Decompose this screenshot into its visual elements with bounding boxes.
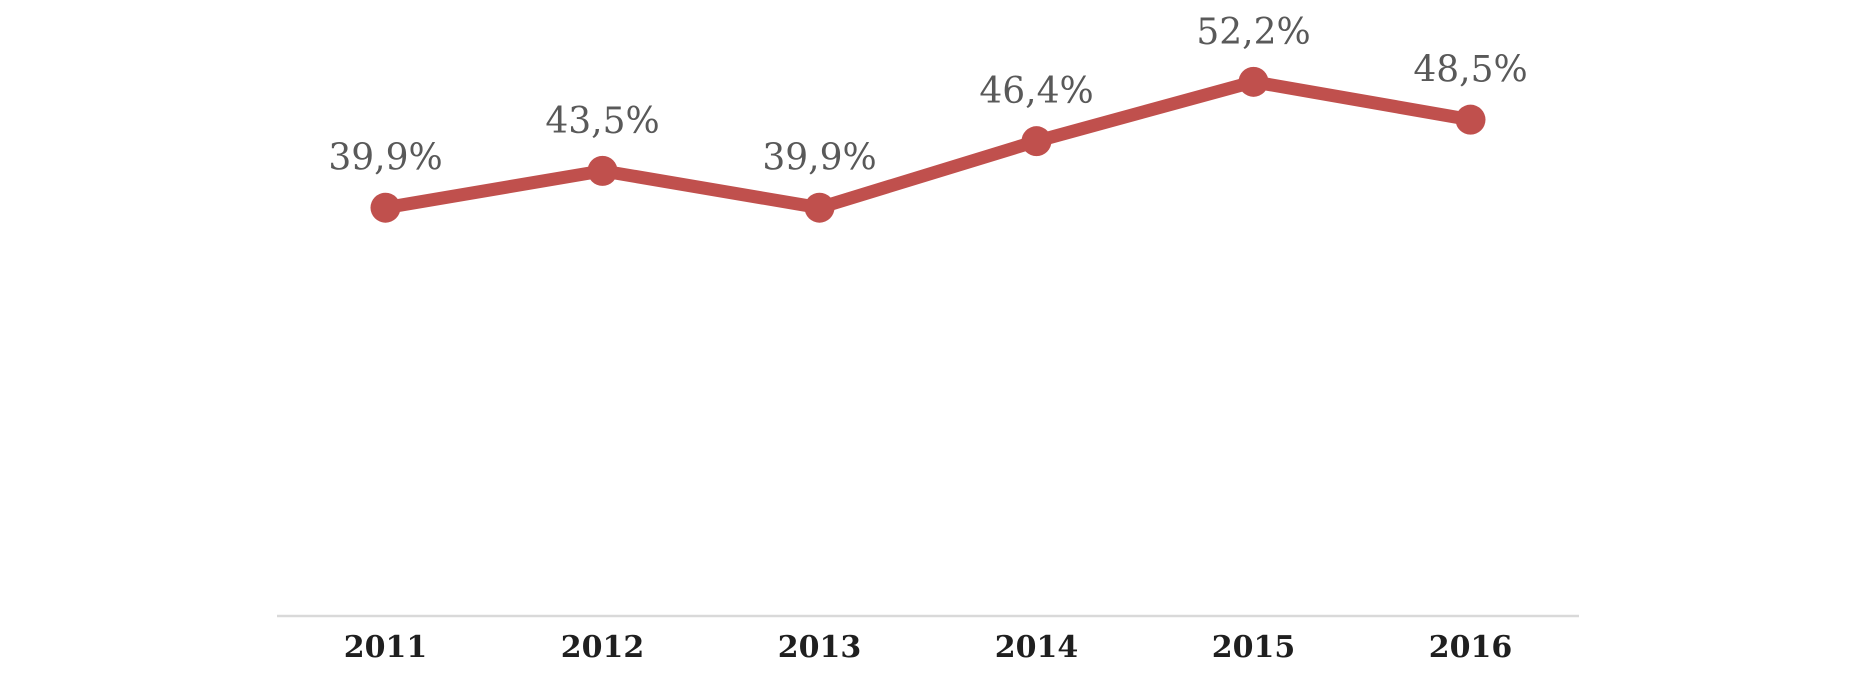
x-tick-label-2014: 2014 bbox=[995, 630, 1079, 665]
series-line bbox=[379, 75, 1477, 215]
data-label-2015: 52,2% bbox=[1196, 12, 1310, 53]
x-tick-label-2013: 2013 bbox=[778, 630, 862, 665]
data-point-2014 bbox=[1021, 126, 1052, 157]
data-label-2013: 39,9% bbox=[762, 138, 876, 179]
data-point-2015 bbox=[1238, 66, 1269, 97]
data-labels: 39,9% 43,5% 39,9% 46,4% 52,2% 48,5% bbox=[328, 12, 1527, 179]
data-label-2016: 48,5% bbox=[1413, 50, 1527, 91]
x-tick-label-2011: 2011 bbox=[344, 630, 428, 665]
data-label-2011: 39,9% bbox=[328, 138, 442, 179]
data-label-2012: 43,5% bbox=[545, 101, 659, 142]
data-label-2014: 46,4% bbox=[979, 71, 1093, 112]
series-markers bbox=[370, 66, 1486, 223]
data-point-2012 bbox=[587, 155, 618, 186]
data-point-2011 bbox=[370, 192, 401, 223]
x-axis-tick-labels: 2011 2012 2013 2014 2015 2016 bbox=[344, 630, 1513, 665]
data-point-2016 bbox=[1455, 104, 1486, 135]
x-tick-label-2016: 2016 bbox=[1429, 630, 1513, 665]
x-tick-label-2015: 2015 bbox=[1212, 630, 1296, 665]
data-point-2013 bbox=[804, 192, 835, 223]
x-tick-label-2012: 2012 bbox=[561, 630, 645, 665]
